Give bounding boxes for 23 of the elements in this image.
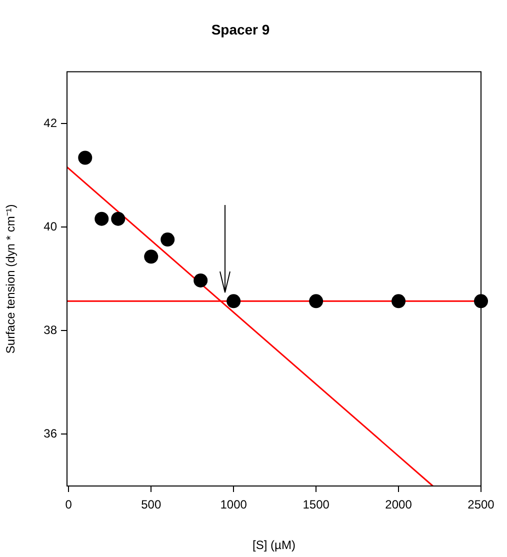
point — [309, 294, 324, 308]
x-tick-label: 2500 — [468, 498, 495, 512]
y-tick-label: 38 — [44, 322, 58, 337]
point — [474, 294, 488, 308]
point — [78, 150, 92, 165]
point — [111, 212, 126, 226]
point — [226, 294, 241, 308]
point — [160, 232, 175, 247]
x-tick-label: 1500 — [302, 498, 330, 512]
point — [144, 250, 158, 264]
x-tick-label: 500 — [141, 498, 162, 512]
point — [392, 294, 406, 308]
x-axis-title: [S] (µM) — [252, 538, 296, 552]
y-tick-label: 42 — [44, 116, 58, 130]
x-tick-label: 0 — [65, 498, 72, 512]
point — [94, 212, 109, 226]
y-axis-title: Surface tension (dyn * cm⁻¹) — [4, 204, 18, 354]
x-tick-label: 2000 — [385, 498, 412, 512]
chart-title: Spacer 9 — [211, 21, 270, 38]
point — [194, 273, 208, 288]
y-tick-label: 36 — [44, 426, 58, 441]
y-tick-label: 40 — [44, 219, 58, 234]
x-tick-label: 1000 — [220, 498, 248, 512]
